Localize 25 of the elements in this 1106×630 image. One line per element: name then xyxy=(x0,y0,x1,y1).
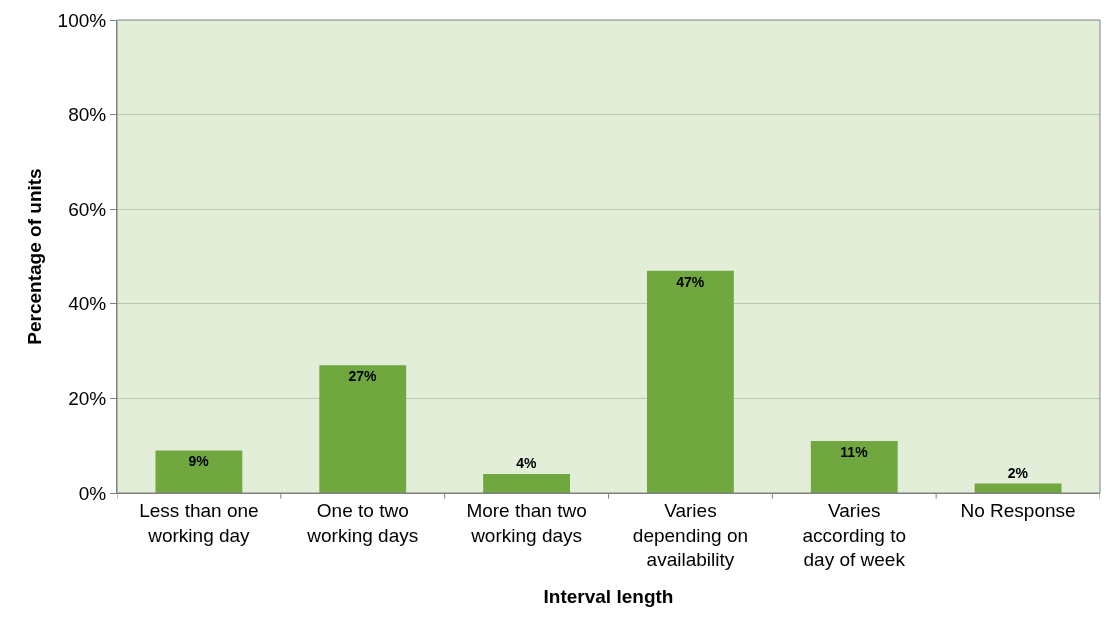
data-label: 47% xyxy=(676,273,705,290)
y-tick-label: 0% xyxy=(78,482,107,504)
data-label: 27% xyxy=(348,368,378,385)
y-tick-label: 80% xyxy=(68,104,107,126)
x-tick-label: No Response xyxy=(960,499,1076,521)
data-label: 11% xyxy=(840,443,869,460)
x-tick-label: Varies according to day of week xyxy=(802,499,907,571)
bar xyxy=(647,270,734,493)
data-label: 4% xyxy=(516,455,537,472)
x-tick-label: One to two working days xyxy=(306,499,419,546)
bar xyxy=(319,365,407,493)
y-tick-label: 100% xyxy=(57,9,107,31)
data-label: 2% xyxy=(1007,464,1029,481)
bar xyxy=(810,440,898,493)
x-tick-label: Varies depending on availability xyxy=(632,499,749,571)
y-tick-label: 20% xyxy=(68,388,107,410)
y-tick-label: 40% xyxy=(68,293,107,315)
y-tick-label: 60% xyxy=(68,198,107,220)
data-label: 9% xyxy=(188,453,210,470)
y-axis-title: Percentage of units xyxy=(24,168,46,345)
x-tick-label: More than two working days xyxy=(466,499,587,546)
x-axis-title: Interval length xyxy=(543,586,674,607)
x-tick-label: Less than one working day xyxy=(139,499,259,546)
bar xyxy=(155,450,243,493)
bar xyxy=(483,474,570,493)
